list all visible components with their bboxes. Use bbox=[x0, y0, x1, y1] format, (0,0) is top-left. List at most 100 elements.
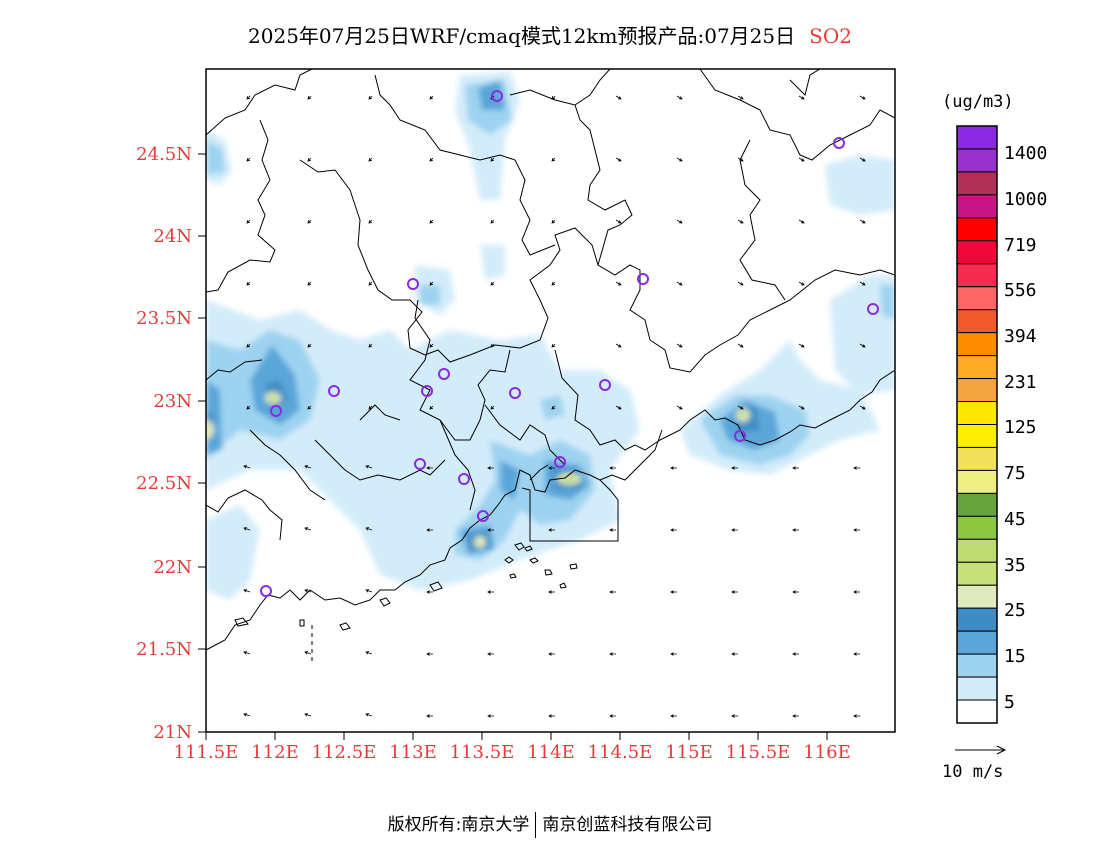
wind-arrow-icon bbox=[548, 652, 555, 656]
wind-arrow-icon bbox=[737, 157, 744, 162]
wind-arrow-icon bbox=[487, 714, 494, 718]
wind-arrow-icon bbox=[609, 466, 616, 470]
wind-arrow-icon bbox=[368, 405, 373, 410]
lat-label: 23.5N bbox=[136, 308, 192, 329]
station-marker bbox=[509, 387, 521, 399]
longitude-labels: 111.5E 112E 112.5E 113E 113.5E 114E 114.… bbox=[174, 742, 851, 763]
colorbar-frame bbox=[956, 125, 998, 724]
wind-arrow-icon bbox=[615, 343, 622, 348]
wind-arrow-icon bbox=[792, 714, 799, 718]
wind-arrow-icon bbox=[365, 527, 373, 531]
concentration-field bbox=[206, 72, 895, 600]
colorbar-cell bbox=[956, 355, 998, 380]
colorbar-cell bbox=[956, 148, 998, 173]
colorbar-cell bbox=[956, 699, 998, 724]
colorbar-cell bbox=[956, 515, 998, 540]
wind-arrow-icon bbox=[246, 157, 251, 162]
wind-arrow-icon bbox=[859, 405, 866, 410]
copyright-footer: 版权所有:南京大学 南京创蓝科技有限公司 bbox=[0, 810, 1100, 838]
lat-label: 24.5N bbox=[136, 144, 192, 165]
wind-reference-label: 10 m/s bbox=[942, 762, 1003, 782]
wind-arrow-icon bbox=[246, 343, 251, 348]
wind-arrow-icon bbox=[551, 405, 556, 410]
wind-arrow-icon bbox=[670, 714, 677, 718]
lon-label: 113E bbox=[389, 742, 437, 763]
wind-arrow-icon bbox=[246, 405, 251, 410]
wind-arrow-icon bbox=[859, 281, 866, 286]
colorbar-cell bbox=[956, 263, 998, 288]
colorbar-label: 5 bbox=[1004, 692, 1015, 713]
wind-arrow-icon bbox=[731, 590, 738, 594]
colorbar-label: 15 bbox=[1004, 646, 1026, 667]
wind-arrow-icon bbox=[426, 714, 433, 718]
title-text: 2025年07月25日WRF/cmaq模式12km预报产品:07月25日 bbox=[248, 24, 796, 48]
colorbar-label: 231 bbox=[1004, 372, 1037, 393]
boundary-lines bbox=[206, 69, 895, 665]
wind-arrow-icon bbox=[490, 219, 495, 224]
wind-arrow-icon bbox=[307, 405, 312, 410]
station-marker bbox=[260, 585, 272, 597]
colorbar-cell bbox=[956, 653, 998, 678]
wind-vectors bbox=[243, 95, 866, 718]
wind-arrow-icon bbox=[859, 95, 866, 100]
wind-arrow-icon bbox=[490, 157, 495, 162]
wind-arrow-icon bbox=[676, 281, 683, 286]
wind-arrow-icon bbox=[615, 281, 622, 286]
lon-label: 111.5E bbox=[174, 742, 239, 763]
station-marker bbox=[421, 385, 433, 397]
species-label: SO2 bbox=[809, 24, 852, 48]
wind-arrow-icon bbox=[676, 219, 683, 224]
colorbar-label: 125 bbox=[1004, 417, 1037, 438]
wind-arrow-icon bbox=[487, 466, 494, 470]
wind-arrow-icon bbox=[429, 405, 434, 410]
colorbar-cell bbox=[956, 286, 998, 311]
lon-label: 113.5E bbox=[450, 742, 515, 763]
station-marker bbox=[438, 368, 450, 380]
wind-arrow-icon bbox=[792, 528, 799, 532]
wind-arrow-icon bbox=[792, 652, 799, 656]
wind-arrow-icon bbox=[737, 405, 744, 410]
wind-arrow-icon bbox=[551, 281, 556, 286]
wind-arrow-icon bbox=[798, 343, 805, 348]
colorbar-cell bbox=[956, 538, 998, 563]
wind-arrow-icon bbox=[798, 405, 805, 410]
wind-arrow-icon bbox=[548, 528, 555, 532]
wind-arrow-icon bbox=[551, 219, 556, 224]
station-marker bbox=[599, 379, 611, 391]
wind-arrow-icon bbox=[859, 343, 866, 348]
wind-arrow-icon bbox=[609, 528, 616, 532]
wind-arrow-icon bbox=[243, 527, 251, 531]
wind-arrow-icon bbox=[853, 590, 860, 594]
wind-arrow-icon bbox=[307, 157, 312, 162]
wind-arrow-icon bbox=[731, 528, 738, 532]
wind-arrow-icon bbox=[429, 281, 434, 286]
wind-arrow-icon bbox=[368, 157, 373, 162]
wind-arrow-icon bbox=[304, 651, 312, 655]
wind-arrow-icon bbox=[307, 95, 312, 100]
wind-arrow-icon bbox=[246, 281, 251, 286]
wind-arrow-icon bbox=[676, 405, 683, 410]
colorbar-label: 35 bbox=[1004, 555, 1026, 576]
colorbar-cell bbox=[956, 446, 998, 471]
wind-arrow-icon bbox=[731, 652, 738, 656]
wind-arrow-icon bbox=[307, 219, 312, 224]
wind-arrow-icon bbox=[609, 714, 616, 718]
colorbar-cell bbox=[956, 217, 998, 242]
wind-arrow-icon bbox=[426, 528, 433, 532]
colorbar-cells bbox=[956, 125, 998, 724]
wind-arrow-icon bbox=[429, 343, 434, 348]
station-marker bbox=[491, 90, 503, 102]
lat-label: 22.5N bbox=[136, 473, 192, 494]
wind-arrow-icon bbox=[487, 652, 494, 656]
colorbar-label: 75 bbox=[1004, 463, 1026, 484]
station-marker bbox=[833, 137, 845, 149]
wind-arrow-icon bbox=[731, 714, 738, 718]
wind-arrow-icon bbox=[615, 405, 622, 410]
colorbar-cell bbox=[956, 584, 998, 609]
wind-arrow-icon bbox=[798, 219, 805, 224]
colorbar-cell bbox=[956, 469, 998, 494]
colorbar-label: 45 bbox=[1004, 509, 1026, 530]
station-marker bbox=[867, 303, 879, 315]
